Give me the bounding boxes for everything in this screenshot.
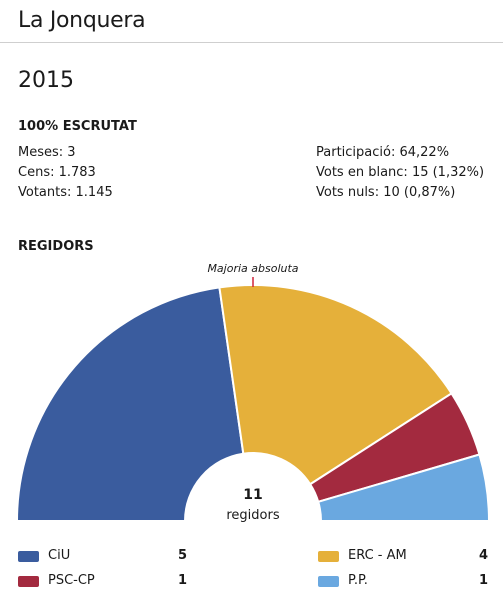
legend-value: 1: [178, 573, 188, 588]
legend-item-erc-am: ERC - AM 4: [318, 548, 493, 566]
seat-slice-pp: [317, 453, 491, 522]
legend-item-pp: P.P. 1: [318, 573, 493, 591]
seat-slice-erc-am: [218, 284, 453, 486]
stat-votants: Votants: 1.145: [18, 185, 113, 200]
stat-meses: Meses: 3: [18, 145, 76, 160]
legend-swatch: [318, 576, 339, 587]
election-year: 2015: [18, 68, 74, 93]
total-seats-label: regidors: [226, 508, 280, 523]
stat-vots-blanc: Vots en blanc: 15 (1,32%): [316, 165, 485, 180]
legend-value: 5: [178, 548, 188, 563]
legend-swatch: [318, 551, 339, 562]
seat-slice-ciu: [15, 286, 245, 522]
total-seats: 11: [243, 487, 263, 503]
majority-label: Majoria absoluta: [207, 262, 299, 275]
legend-swatch: [18, 576, 39, 587]
seats-chart: [15, 277, 491, 522]
legend-item-ciu: CiU 5: [18, 548, 188, 566]
stat-vots-nuls: Vots nuls: 10 (0,87%): [316, 185, 456, 200]
legend-value: 1: [479, 573, 489, 588]
regidors-title: REGIDORS: [18, 239, 94, 254]
stat-cens: Cens: 1.783: [18, 165, 96, 180]
legend-label: PSC-CP: [48, 573, 95, 588]
legend-swatch: [18, 551, 39, 562]
legend-label: P.P.: [348, 573, 368, 588]
legend-item-psc-cp: PSC-CP 1: [18, 573, 188, 591]
legend-label: ERC - AM: [348, 548, 407, 563]
header-divider: [0, 42, 503, 43]
scrutiny-title: 100% ESCRUTAT: [18, 119, 137, 134]
legend-label: CiU: [48, 548, 71, 563]
town-title: La Jonquera: [18, 8, 146, 33]
legend-value: 4: [479, 548, 489, 563]
stat-participacio: Participació: 64,22%: [316, 145, 450, 160]
